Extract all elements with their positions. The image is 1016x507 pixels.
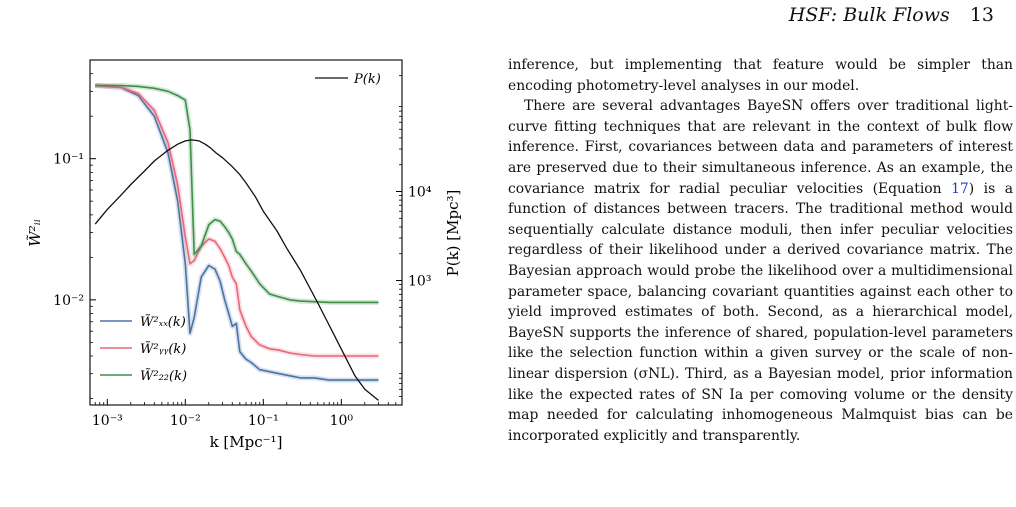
series-0-band: [95, 83, 379, 383]
plot-frame: [89, 59, 403, 406]
y-axis-right-label: P(k) [Mpc³]: [444, 190, 462, 277]
series-2-line: [95, 84, 379, 304]
legend-label-pk: P(k): [353, 72, 381, 87]
x-tick-label: 10⁻¹: [248, 413, 279, 429]
legend-label-1: W̃²ᵧᵧ(k): [140, 341, 186, 357]
series-1-band: [95, 83, 379, 359]
legend-label-2: W̃²₂₂(k): [140, 368, 187, 384]
power-spectrum-line: [94, 139, 379, 401]
x-tick-label: 10⁻²: [170, 413, 201, 429]
y-right-tick-label: 10³: [408, 274, 431, 290]
y-left-tick-label: 10⁻¹: [53, 152, 84, 168]
figure-panel: 10⁻³ 10⁻² 10⁻¹ 10⁰ 10⁻¹ 10⁻² 10⁴ 10³ k [Mpc⁻¹] …: [0, 0, 500, 503]
x-axis-label: k [Mpc⁻¹]: [210, 433, 283, 451]
x-tick-label: 10⁻³: [92, 413, 123, 429]
paragraph-1: inference, but implementing that feature…: [508, 57, 1013, 94]
page-header: HSF: Bulk Flows 13: [789, 4, 994, 26]
paragraph-2: There are several advantages BayeSN offe…: [508, 96, 1013, 446]
y-axis-left-label: W̃²ᵢᵢ: [26, 219, 44, 246]
x-tick-label: 10⁰: [330, 413, 354, 429]
paragraph-2-part-b: ) is a function of distances between tra…: [508, 180, 1013, 444]
body-text-column: inference, but implementing that feature…: [508, 55, 1013, 446]
paragraph-2-part-a: There are several advantages BayeSN offe…: [508, 98, 1013, 197]
page-number: 13: [969, 4, 994, 26]
equation-ref-link[interactable]: 17: [951, 180, 969, 197]
series-0-line: [95, 84, 379, 381]
series-2-band: [95, 83, 379, 305]
running-title: HSF: Bulk Flows: [788, 4, 950, 26]
series-1-line: [95, 84, 379, 357]
y-right-tick-label: 10⁴: [408, 185, 432, 201]
legend-label-0: W̃²ₓₓ(k): [140, 314, 186, 330]
y-left-tick-label: 10⁻²: [53, 293, 84, 309]
